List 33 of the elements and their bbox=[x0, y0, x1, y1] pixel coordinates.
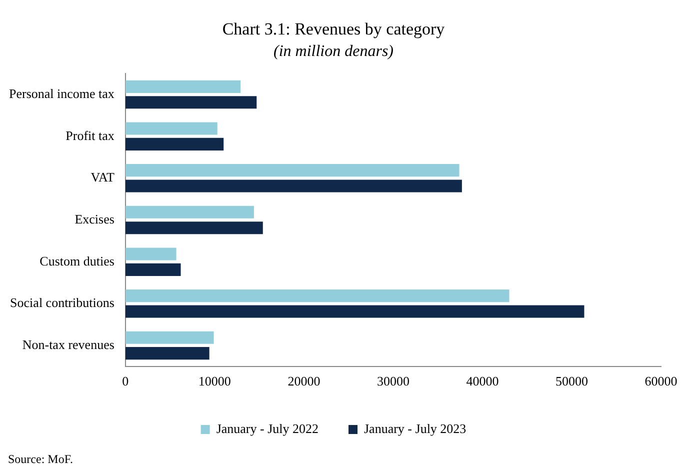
y-tick-label: Non-tax revenues bbox=[22, 336, 114, 352]
bar bbox=[125, 263, 181, 276]
x-tick-label: 0 bbox=[122, 374, 129, 389]
x-tick-label: 60000 bbox=[644, 374, 678, 389]
y-tick-label: Social contributions bbox=[10, 295, 114, 310]
chart-subtitle: (in million denars) bbox=[274, 43, 394, 60]
x-tick-label: 20000 bbox=[288, 374, 320, 389]
y-tick-label: Custom duties bbox=[40, 253, 114, 268]
x-tick-label: 50000 bbox=[555, 374, 588, 389]
bar bbox=[125, 305, 584, 318]
bar bbox=[125, 164, 460, 177]
y-tick-label: Excises bbox=[74, 211, 114, 226]
y-tick-label: Profit tax bbox=[66, 128, 115, 143]
y-tick-label: VAT bbox=[90, 170, 114, 185]
bar bbox=[125, 248, 176, 260]
chart-title: Chart 3.1: Revenues by category bbox=[222, 20, 446, 39]
bar bbox=[125, 180, 462, 192]
bar bbox=[125, 222, 263, 234]
bar bbox=[125, 347, 210, 360]
legend-label: January - July 2023 bbox=[364, 420, 466, 436]
x-tick-label: 40000 bbox=[466, 374, 499, 389]
bar bbox=[125, 290, 510, 302]
bar bbox=[125, 138, 224, 150]
source-note: Source: MoF. bbox=[8, 452, 74, 467]
bar bbox=[125, 96, 257, 109]
bar bbox=[125, 206, 254, 218]
legend-label: January - July 2022 bbox=[216, 420, 319, 436]
x-tick-label: 10000 bbox=[198, 374, 231, 389]
y-tick-label: Personal income tax bbox=[8, 86, 115, 101]
bar bbox=[125, 122, 218, 135]
x-tick-label: 30000 bbox=[376, 374, 410, 389]
bar bbox=[125, 331, 214, 344]
bar bbox=[125, 80, 241, 93]
